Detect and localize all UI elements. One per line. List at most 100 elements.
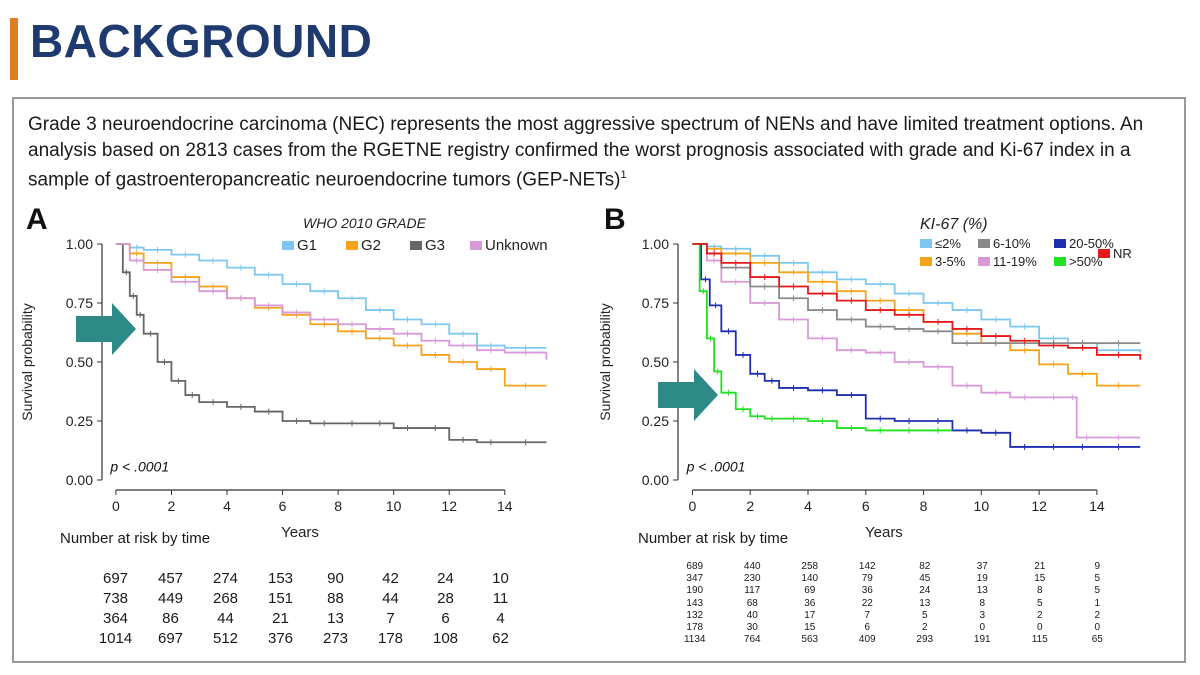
risk-cell: 68: [746, 597, 758, 609]
x-tick-label: 10: [386, 498, 402, 514]
risk-cell: 69: [804, 585, 816, 597]
survival-curve-G2: [115, 243, 547, 387]
legend-swatch: [470, 241, 482, 250]
risk-cell: 13: [976, 585, 988, 597]
risk-cell: 5: [1094, 572, 1101, 584]
risk-cell: 273: [322, 629, 349, 647]
legend-label: Unknown: [485, 237, 548, 254]
risk-cell: 697: [157, 629, 184, 647]
risk-cell: 153: [267, 569, 294, 587]
content-panel: [12, 97, 1186, 663]
risk-cell: 42: [382, 569, 399, 587]
survival-curve-11-19%: [692, 243, 1141, 439]
y-axis-label: Survival probability: [20, 303, 35, 421]
risk-cell: 88: [327, 589, 344, 607]
risk-cell: 697: [102, 569, 129, 587]
risk-cell: 1134: [683, 634, 706, 646]
risk-cell: 62: [492, 629, 509, 647]
risk-cell: 6: [441, 609, 450, 627]
risk-cell: 5: [921, 609, 928, 621]
risk-row: 738 449 268 151 88 44 28 11: [88, 588, 528, 608]
legend-label: 11-19%: [993, 254, 1037, 269]
risk-cell: 44: [382, 589, 399, 607]
risk-cell: 738: [102, 589, 129, 607]
risk-cell: 24: [919, 585, 931, 597]
risk-cell: 230: [743, 572, 761, 584]
legend-label: 3-5%: [935, 254, 966, 269]
risk-cell: 40: [746, 609, 758, 621]
risk-cell: 4: [496, 609, 505, 627]
risk-cell: 8: [979, 597, 986, 609]
chart-b: B 0.00 0.25 0.50 0.75 1.00 0 2 4 6 8 10 12 14 Years Sur…: [598, 203, 1142, 540]
risk-cell: 86: [162, 609, 179, 627]
risk-cell: 0: [979, 622, 986, 634]
risk-cell: 30: [746, 622, 758, 634]
risk-table-b: 689 440 258 142 82 37 21 9 347 230 140 79 45 19 15 5 190…: [666, 560, 1126, 646]
panel-label: B: [604, 203, 626, 236]
risk-cell: 142: [858, 560, 876, 572]
title-accent-bar: [10, 18, 18, 80]
risk-row: 143 68 36 22 13 8 5 1: [666, 597, 1126, 609]
risk-title-b: Number at risk by time: [638, 530, 789, 547]
legend-label: G1: [297, 237, 317, 254]
y-axis-label: Survival probability: [598, 303, 613, 421]
risk-cell: 19: [976, 572, 988, 584]
intro-text: Grade 3 neuroendocrine carcinoma (NEC) r…: [28, 112, 1178, 193]
legend-swatch: [282, 241, 294, 250]
legend-swatch: [1054, 239, 1066, 248]
risk-cell: 449: [157, 589, 184, 607]
risk-cell: 409: [858, 634, 876, 646]
risk-title-a: Number at risk by time: [60, 530, 211, 547]
risk-cell: 151: [267, 589, 294, 607]
risk-cell: 28: [437, 589, 454, 607]
risk-cell: 7: [864, 609, 871, 621]
survival-curve-G1: [115, 243, 547, 349]
risk-table-a: 697 457 274 153 90 42 24 10 738 449 268 151 88 44 28 11…: [88, 568, 528, 648]
survival-curve-NR: [692, 243, 1142, 360]
legend-label: ≤2%: [935, 236, 961, 251]
risk-cell: 24: [437, 569, 454, 587]
risk-cell: 11: [492, 589, 509, 607]
y-tick-label: 0.50: [66, 354, 93, 370]
intro-footnote: 1: [620, 169, 627, 181]
legend-swatch: [410, 241, 422, 250]
panel-label: A: [26, 203, 48, 236]
risk-cell: 115: [1031, 634, 1048, 646]
risk-cell: 21: [272, 609, 289, 627]
risk-cell: 8: [1036, 585, 1043, 597]
risk-cell: 3: [979, 609, 986, 621]
x-tick-label: 14: [497, 498, 513, 514]
risk-cell: 7: [386, 609, 395, 627]
risk-cell: 140: [801, 572, 819, 584]
y-tick-label: 0.25: [642, 413, 669, 429]
risk-row: 132 40 17 7 5 3 2 2: [666, 609, 1126, 621]
risk-cell: 376: [267, 629, 294, 647]
risk-cell: 440: [743, 560, 761, 572]
x-tick-label: 4: [223, 498, 231, 514]
legend-swatch: [920, 239, 932, 248]
risk-cell: 79: [861, 572, 873, 584]
risk-cell: 512: [212, 629, 239, 647]
risk-cell: 258: [801, 560, 819, 572]
risk-cell: 15: [1034, 572, 1046, 584]
risk-cell: 132: [686, 609, 704, 621]
legend-title: WHO 2010 GRADE: [303, 215, 427, 231]
risk-row: 178 30 15 6 2 0 0 0: [666, 621, 1126, 633]
x-tick-label: 0: [689, 498, 697, 514]
risk-cell: 15: [804, 622, 816, 634]
legend-swatch: [1054, 257, 1066, 266]
risk-cell: 10: [492, 569, 509, 587]
survival-curve-Unknown: [115, 243, 548, 360]
y-tick-label: 0.75: [66, 295, 93, 311]
y-tick-label: 0.75: [642, 295, 669, 311]
p-value: p < .0001: [686, 459, 746, 475]
x-tick-label: 0: [112, 498, 120, 514]
survival-curve-6-10%: [692, 243, 1141, 345]
risk-cell: 364: [102, 609, 129, 627]
highlight-arrow-icon: [76, 303, 136, 355]
risk-cell: 178: [686, 622, 704, 634]
survival-curve-G3: [115, 243, 547, 444]
legend-swatch: [1098, 249, 1110, 258]
risk-row: 190 117 69 36 24 13 8 5: [666, 585, 1126, 597]
risk-cell: 293: [916, 634, 934, 646]
